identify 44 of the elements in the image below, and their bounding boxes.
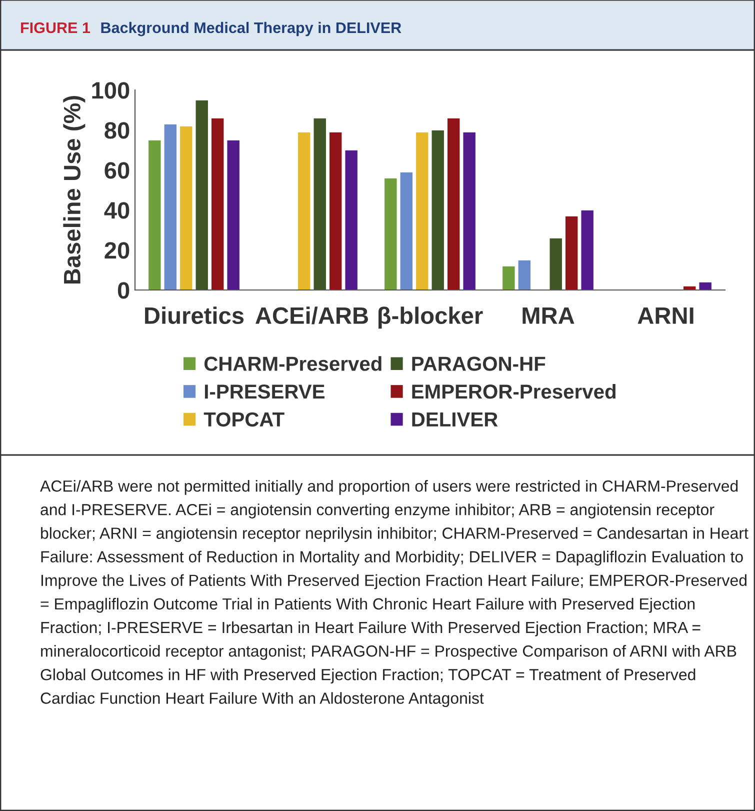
bar [344,150,358,290]
legend-label: CHARM-Preserved [204,356,382,371]
bar [179,126,193,290]
bar [328,132,342,290]
legend-label: PARAGON-HF [412,356,546,371]
legend-label: EMPEROR-Preserved [412,384,616,399]
bar [462,132,476,290]
y-tick-label: 60 [104,162,130,179]
bar [415,132,429,290]
bar [698,282,712,290]
bar [195,100,209,290]
bar [431,130,445,290]
bar [226,140,240,290]
bar [400,172,414,290]
chart-title: Background Medical Therapy in DELIVER [101,22,402,36]
x-tick-label: ACEi/ARB [256,306,368,324]
bar [502,266,516,290]
bar [164,124,178,290]
y-tick-label: 0 [118,282,130,299]
y-tick-label: 20 [104,242,130,259]
y-tick-label: 100 [92,82,130,99]
y-tick-label: 80 [104,122,130,139]
y-tick-label: 40 [104,202,130,219]
legend-label: DELIVER [412,412,498,426]
text: ACEi/ARB were not permitted initially and proportion of users were restricted in CHARM-Preserved and I-PRESERVE. ACEi = angiotensin converting enzyme inhibitor; ARB = angiotensin receptor blocker; ARNI = angiotensin receptor neprilysin inhibitor; CHARM-Preserved = Candesartan in Heart Failure: Assessment of Reduction in Mortality and Morbidity; DELIVER = Dapagliflozin Evaluation to Improve the Lives of Patients With Preserved Ejection Fraction Heart Failure; EMPEROR-Preserved = Empagliflozin Outcome Trial in Patients With Chronic Heart Failure with Preserved Ejection Fraction; I-PRESERVE = Irbesartan in Heart Failure With Preserved Ejection Fraction; MRA = mineralocorticoid receptor antagonist; PARAGON-HF = Prospective Comparison of ARNI with ARB Global Outcomes in HF with Preserved Ejection Fraction; TOPCAT = Treatment of Preserved Cardiac Function Heart Failure With an Aldosterone Antagonist [40,480,748,708]
x-tick-label: Diuretics [145,306,244,324]
x-tick-label: MRA [522,308,574,324]
bar [313,118,327,290]
legend-label: TOPCAT [204,412,284,427]
y-axis-title: Baseline Use (%) [63,96,86,284]
bar [549,238,563,290]
bar [518,260,532,290]
legend-label: I-PRESERVE [204,384,324,399]
x-tick-label: ARNI [638,308,694,324]
bar [148,140,162,290]
x-tick-label: β-blocker [378,306,483,329]
bar [564,216,578,290]
caption: FIGURE 1 [21,22,90,34]
bar [580,210,594,290]
bar [297,132,311,290]
bar [446,118,460,290]
bar [210,118,224,290]
bar [682,286,696,290]
bar [384,178,398,290]
